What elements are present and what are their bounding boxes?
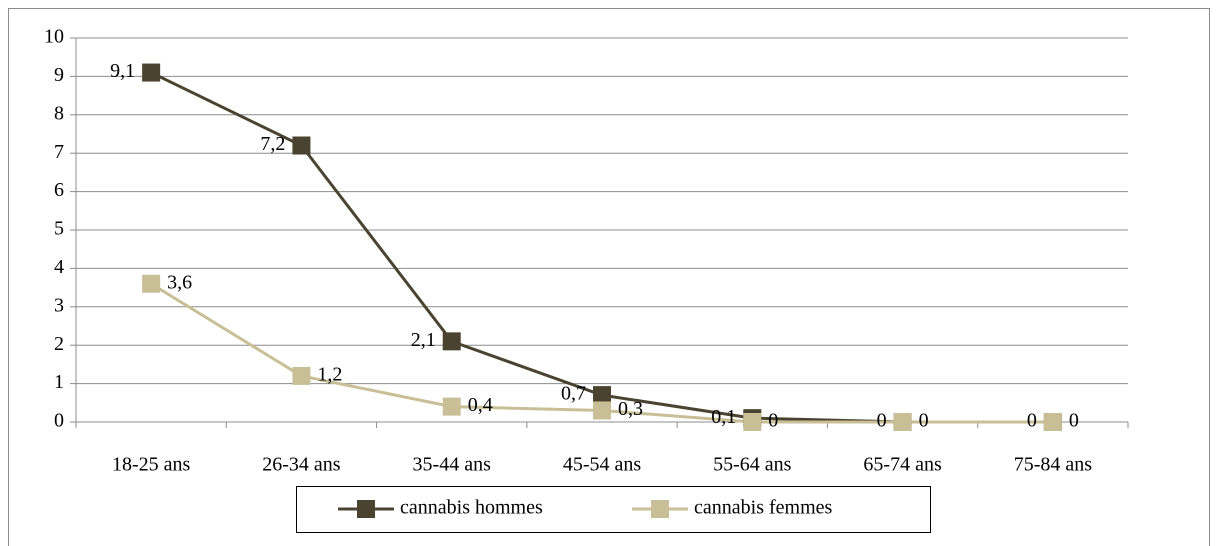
y-tick-label: 1 — [54, 371, 64, 393]
y-tick-label: 6 — [54, 179, 64, 201]
marker — [442, 397, 461, 416]
y-tick-label: 10 — [44, 26, 64, 48]
y-tick-label: 9 — [54, 64, 64, 86]
y-tick-label: 5 — [54, 218, 64, 240]
legend-box — [296, 486, 931, 533]
data-label: 0 — [919, 410, 929, 432]
legend-label: cannabis femmes — [694, 497, 832, 519]
legend-label: cannabis hommes — [400, 497, 543, 519]
x-tick-label: 26-34 ans — [262, 454, 341, 476]
y-tick-label: 0 — [54, 410, 64, 432]
data-label: 0,4 — [468, 394, 493, 416]
data-label: 0 — [1069, 410, 1079, 432]
y-tick-label: 2 — [54, 333, 64, 355]
x-tick-label: 35-44 ans — [413, 454, 492, 476]
marker — [593, 386, 611, 405]
data-label: 3,6 — [167, 271, 192, 293]
x-tick-label: 75-84 ans — [1014, 454, 1093, 476]
marker — [743, 413, 762, 431]
data-label: 9,1 — [110, 60, 135, 82]
marker — [292, 136, 311, 155]
y-tick-label: 4 — [54, 256, 64, 278]
legend-marker — [651, 500, 669, 518]
data-label: 2,1 — [411, 329, 436, 351]
legend-marker — [357, 500, 375, 518]
marker — [1043, 413, 1062, 431]
y-tick-label: 3 — [54, 294, 64, 316]
marker — [292, 366, 311, 385]
data-label: 0 — [877, 410, 887, 432]
y-tick-label: 7 — [54, 141, 64, 163]
data-label: 0 — [1027, 410, 1037, 432]
data-label: 7,2 — [260, 133, 285, 155]
chart-frame — [8, 8, 1210, 546]
marker — [142, 63, 161, 82]
data-label: 0 — [768, 410, 778, 432]
data-label: 0,1 — [711, 406, 736, 428]
marker — [593, 401, 611, 420]
marker — [142, 274, 161, 293]
data-label: 0,3 — [618, 398, 643, 420]
marker — [442, 332, 461, 351]
x-tick-label: 45-54 ans — [563, 454, 642, 476]
x-tick-label: 55-64 ans — [713, 454, 792, 476]
marker — [893, 413, 912, 431]
y-tick-label: 8 — [54, 102, 64, 124]
data-label: 1,2 — [317, 364, 342, 386]
data-label: 0,7 — [561, 383, 586, 405]
x-tick-label: 65-74 ans — [863, 454, 942, 476]
x-tick-label: 18-25 ans — [112, 454, 191, 476]
